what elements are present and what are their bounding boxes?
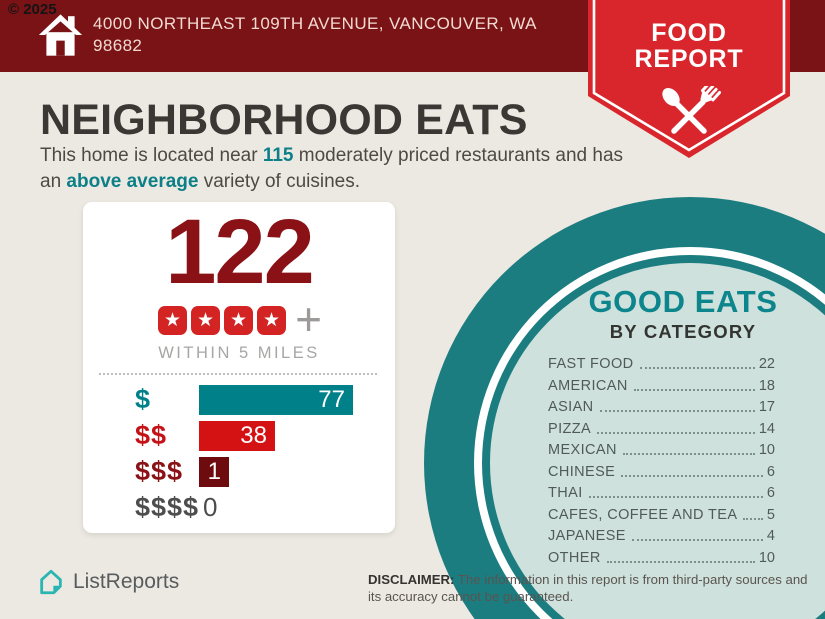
bar-value-zero: 0 — [203, 492, 218, 523]
category-value: 5 — [766, 506, 775, 523]
plus-icon: + — [295, 292, 322, 345]
dotted-leader — [597, 431, 755, 434]
category-label: OTHER — [548, 549, 601, 566]
ribbon-shape — [588, 0, 790, 158]
copyright-notice: © 2025 — [8, 1, 57, 18]
bar-area: 77 — [199, 384, 395, 415]
disclaimer-label: DISCLAIMER: — [368, 572, 455, 587]
category-value: 6 — [766, 463, 775, 480]
price-tier-row: $$$ 1 — [83, 454, 395, 490]
cuisine-category-list: FAST FOOD 22 AMERICAN 18 ASIAN 17 PIZZA 14 MEXIC… — [548, 357, 775, 566]
category-label: THAI — [548, 485, 583, 501]
price-tier-label: $$$ — [135, 456, 184, 487]
category-label: MEXICAN — [548, 442, 617, 458]
category-row: MEXICAN 10 — [548, 443, 775, 458]
bar-area: 38 — [199, 420, 395, 451]
good-eats-title: GOOD EATS — [588, 284, 778, 319]
star-rating: ★ ★ ★ ★ + — [83, 292, 395, 345]
category-label: AMERICAN — [548, 377, 628, 394]
card-divider — [99, 372, 377, 375]
dotted-leader — [621, 474, 763, 477]
dotted-leader — [599, 410, 755, 412]
bar-area: 1 — [199, 456, 395, 487]
category-label: PIZZA — [548, 420, 592, 437]
badge-line-food: FOOD — [651, 19, 727, 47]
price-tier-bar: 38 — [199, 420, 275, 451]
radius-label: WITHIN 5 MILES — [158, 343, 320, 362]
category-row: ASIAN 17 — [548, 400, 775, 415]
star-icon: ★ — [257, 306, 287, 336]
price-tier-label: $$ — [135, 420, 168, 451]
category-value: 10 — [758, 442, 775, 458]
dotted-leader — [639, 367, 755, 369]
star-icon: ★ — [224, 306, 254, 336]
category-label: FAST FOOD — [548, 356, 634, 372]
category-row: CHINESE 6 — [548, 463, 775, 480]
subtitle-text: This home is located near — [40, 145, 263, 166]
price-tier-label: $$$$ — [135, 492, 200, 523]
dotted-leader — [588, 496, 763, 498]
price-tier-row: $$$$ 0 — [83, 490, 395, 526]
disclaimer: DISCLAIMER: The information in this repo… — [368, 571, 816, 606]
category-value: 6 — [766, 485, 775, 501]
category-value: 22 — [758, 356, 775, 372]
category-label: JAPANESE — [548, 528, 626, 544]
category-row: THAI 6 — [548, 486, 775, 501]
category-value: 4 — [766, 528, 775, 544]
price-tier-row: $77 — [83, 382, 395, 418]
bar-value: 77 — [318, 385, 345, 413]
dotted-leader — [633, 388, 755, 391]
price-tier-bar: 1 — [199, 456, 229, 487]
price-tier-row: $$ 38 — [83, 418, 395, 454]
category-row: JAPANESE 4 — [548, 529, 775, 544]
home-icon — [38, 14, 83, 56]
category-row: CAFES, COFFEE AND TEA 5 — [548, 506, 775, 523]
dotted-leader — [622, 453, 755, 455]
category-label: CAFES, COFFEE AND TEA — [548, 506, 738, 523]
page-subtitle: This home is located near 115 moderately… — [40, 143, 625, 194]
category-row: FAST FOOD 22 — [548, 357, 775, 372]
property-address: 4000 NORTHEAST 109TH AVENUE, VANCOUVER, … — [93, 13, 537, 57]
disclaimer-text: The information in this report is from t… — [368, 572, 808, 605]
price-tier-label: $ — [135, 384, 152, 415]
variety-highlight: above average — [66, 170, 199, 192]
dotted-leader — [631, 539, 763, 541]
price-tier-bar: 77 — [199, 384, 353, 415]
badge-line-report: REPORT — [634, 45, 744, 73]
address-line-1: 4000 NORTHEAST 109TH AVENUE, VANCOUVER, … — [93, 14, 537, 33]
good-eats-panel: GOOD EATS BY CATEGORY FAST FOOD 22 AMERICA… — [533, 284, 825, 572]
category-row: AMERICAN 18 — [548, 377, 775, 394]
address-line-2: 98682 — [93, 36, 143, 56]
badge-title: FOOD REPORT — [588, 20, 790, 72]
category-value: 18 — [758, 377, 775, 394]
restaurant-total-count: 122 — [165, 201, 315, 303]
star-icon: ★ — [191, 306, 221, 336]
dotted-leader — [743, 517, 763, 520]
category-row: OTHER 10 — [548, 549, 775, 566]
bar-value: 1 — [207, 457, 221, 485]
star-icon: ★ — [158, 306, 188, 336]
good-eats-subtitle: BY CATEGORY — [609, 321, 757, 342]
listreports-logo-icon — [40, 569, 62, 595]
page-title: NEIGHBORHOOD EATS — [40, 96, 528, 144]
bar-area: 0 — [199, 492, 395, 523]
listreports-brand: ListReports — [37, 567, 179, 597]
price-tier-bar-chart: $77 $$ 38 $$$ 1 $$$$ 0 — [83, 382, 395, 526]
category-label: CHINESE — [548, 463, 616, 480]
subtitle-text: variety of cuisines. — [198, 170, 361, 192]
crossed-spoon-fork-icon — [662, 86, 721, 134]
food-report-badge: FOOD REPORT — [588, 0, 790, 162]
category-value: 10 — [758, 549, 775, 566]
dotted-leader — [606, 560, 755, 563]
restaurant-summary-card: 122 ★ ★ ★ ★ + WITHIN 5 MILES $77 $$ 38 $$$ 1 $$$$… — [83, 202, 395, 533]
category-label: ASIAN — [548, 399, 594, 415]
brand-name: ListReports — [73, 570, 180, 593]
category-value: 17 — [758, 399, 775, 415]
subtitle-text: moderately priced restaurants and has an — [40, 145, 624, 192]
bar-value: 38 — [240, 421, 267, 449]
restaurant-count-highlight: 115 — [262, 145, 294, 166]
category-value: 14 — [758, 420, 775, 437]
category-row: PIZZA 14 — [548, 420, 775, 437]
